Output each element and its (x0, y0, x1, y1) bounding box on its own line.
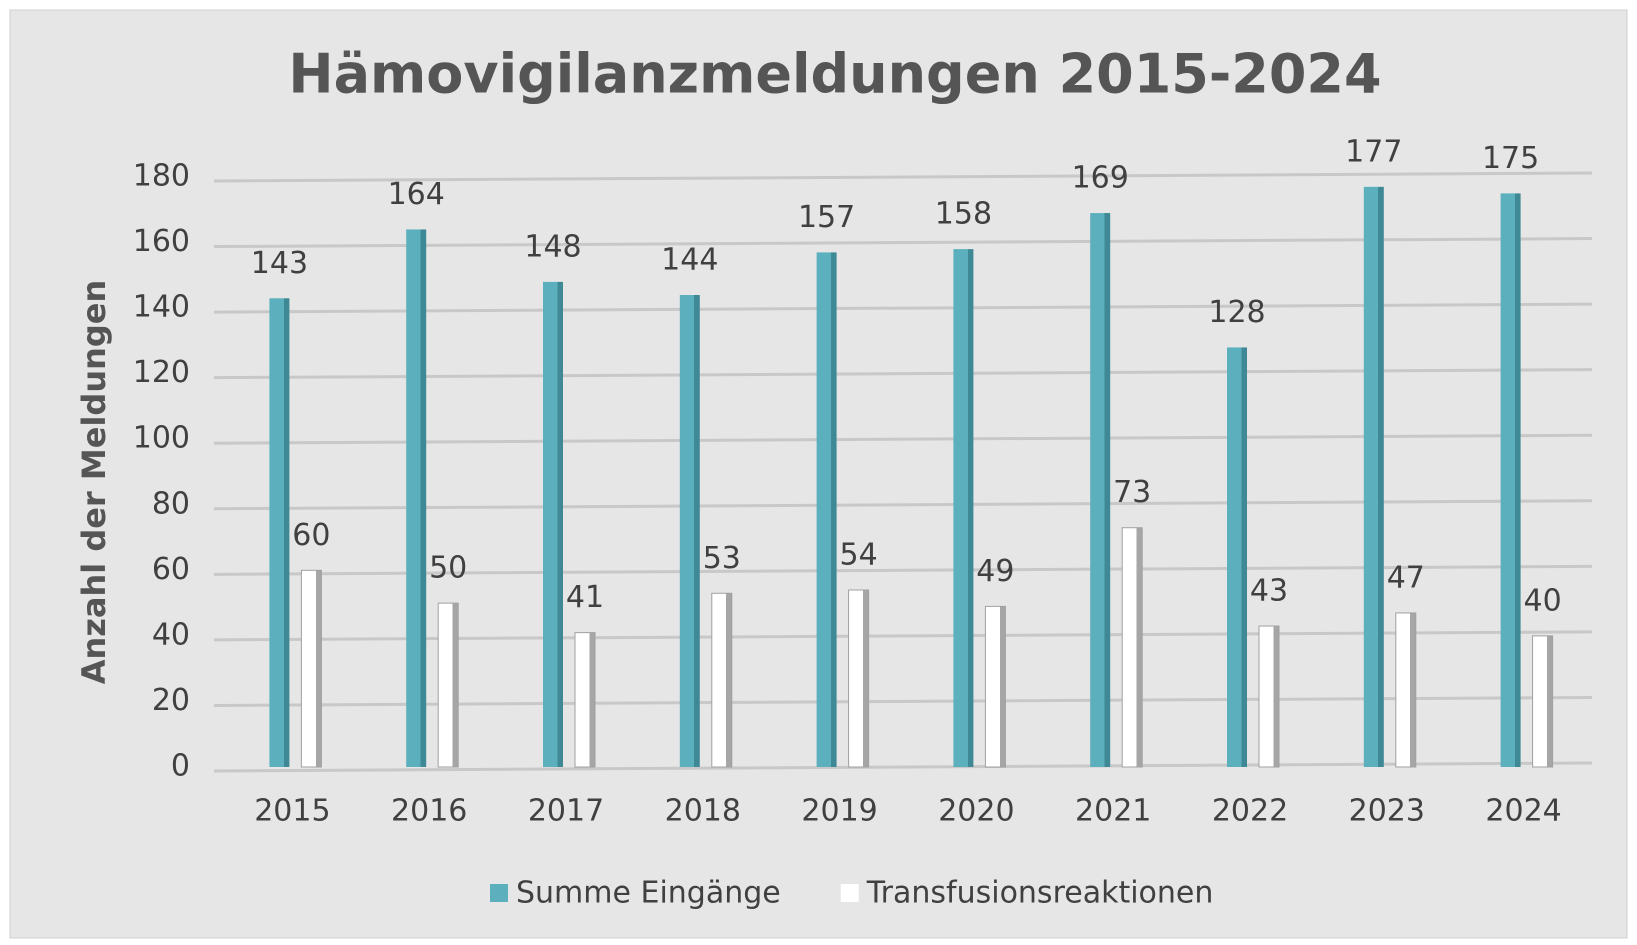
y-tick-label: 180 (133, 159, 190, 194)
y-axis-label: Anzahl der Meldungen (75, 280, 113, 685)
legend-label: Transfusionsreaktionen (866, 876, 1214, 911)
bar (1395, 612, 1417, 768)
data-label: 40 (1524, 583, 1562, 618)
bar (848, 589, 870, 768)
y-tick-label: 60 (152, 552, 190, 587)
data-label: 54 (840, 538, 878, 573)
data-label: 148 (524, 229, 581, 264)
bar (1363, 186, 1384, 768)
data-label: 177 (1345, 134, 1402, 169)
legend-swatch (490, 884, 508, 902)
grid-line (213, 302, 1593, 314)
bar (984, 605, 1006, 768)
data-label: 169 (1072, 161, 1129, 196)
y-tick-label: 120 (133, 355, 190, 390)
data-label: 128 (1208, 295, 1265, 330)
data-label: 143 (251, 246, 308, 281)
bar (437, 602, 459, 768)
y-tick-label: 140 (133, 290, 190, 325)
bar (1121, 527, 1143, 768)
y-tick-label: 80 (152, 486, 190, 521)
bar (574, 632, 596, 768)
bar (269, 298, 290, 767)
x-tick-label: 2022 (1212, 794, 1288, 829)
data-label: 73 (1113, 475, 1151, 510)
grid-line (213, 564, 1593, 576)
bar (543, 281, 563, 767)
x-tick-label: 2019 (801, 794, 877, 829)
data-label: 144 (661, 243, 718, 278)
x-tick-label: 2015 (254, 794, 330, 829)
x-tick-label: 2018 (665, 794, 741, 829)
data-label: 47 (1387, 560, 1425, 595)
bar (711, 592, 733, 768)
data-label: 157 (798, 200, 855, 235)
x-tick-label: 2017 (528, 794, 604, 829)
y-tick-label: 40 (152, 617, 190, 652)
y-tick-label: 0 (171, 749, 190, 784)
bar (679, 295, 700, 767)
grid-line (213, 499, 1593, 511)
bar (300, 569, 322, 768)
y-tick-label: 20 (152, 683, 190, 718)
bar (1532, 635, 1554, 768)
legend-label: Summe Eingänge (516, 876, 781, 911)
bar (1227, 347, 1247, 767)
bar (406, 229, 427, 767)
chart-title: Hämovigilanzmeldungen 2015-2024 (288, 43, 1381, 106)
x-tick-label: 2024 (1485, 794, 1561, 829)
grid-line (213, 761, 1593, 773)
data-label: 41 (566, 580, 604, 615)
x-tick-label: 2020 (938, 794, 1014, 829)
x-tick-label: 2021 (1075, 794, 1151, 829)
y-tick-label: 160 (133, 224, 190, 259)
grid-line (213, 171, 1593, 183)
grid-line (213, 433, 1593, 445)
data-label: 158 (935, 197, 992, 232)
data-label: 164 (388, 177, 445, 212)
bar (1258, 625, 1280, 768)
data-label: 60 (292, 518, 330, 553)
bar (1090, 213, 1111, 768)
y-tick-label: 100 (133, 421, 190, 456)
bar (953, 249, 974, 768)
grid-line (213, 368, 1593, 380)
grid-line (213, 237, 1593, 249)
data-label: 49 (976, 554, 1014, 589)
data-label: 53 (703, 541, 741, 576)
x-tick-label: 2016 (391, 794, 467, 829)
data-label: 175 (1482, 141, 1539, 176)
data-label: 43 (1250, 574, 1288, 609)
x-tick-label: 2023 (1349, 794, 1425, 829)
bar (1500, 193, 1521, 767)
legend-swatch (840, 884, 859, 902)
data-label: 50 (429, 551, 467, 586)
bar (816, 252, 837, 767)
